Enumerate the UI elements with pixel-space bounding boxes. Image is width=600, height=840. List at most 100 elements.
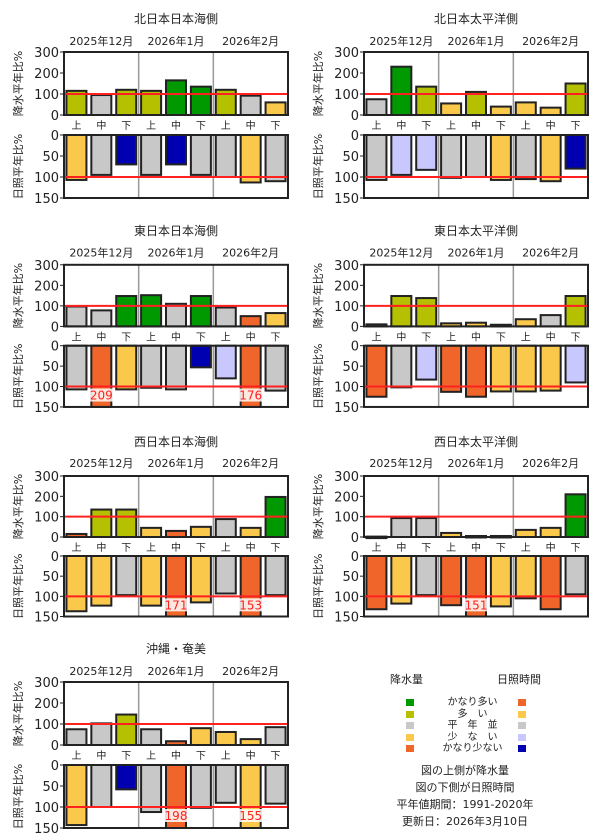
y-tick-label: 100 <box>34 718 59 733</box>
y-tick-label: 0 <box>351 109 359 124</box>
precip-bar <box>214 518 237 538</box>
dekad-label: 上 <box>146 750 156 762</box>
precip-bar <box>514 101 537 117</box>
sun-bar <box>189 344 212 369</box>
dekad-label: 下 <box>196 332 206 343</box>
y-axis-title: 日照平年比% <box>311 344 325 409</box>
region-panel: 西日本太平洋側 2025年12月 2026年1月 2026年2月 0 100 200 300 降… <box>300 420 600 630</box>
precip-bar <box>539 526 562 538</box>
precip-bar <box>214 730 237 747</box>
sun-bar <box>140 555 163 607</box>
dekad-label: 中 <box>171 749 181 762</box>
y-tick-label: 50 <box>42 780 59 795</box>
sun-plot: 0 50 100 150 日照平年比% <box>311 129 589 207</box>
dekad-label: 下 <box>496 332 506 343</box>
precip-bar <box>65 728 88 746</box>
y-tick-label: 50 <box>42 150 59 165</box>
sun-plot: 0 50 100 150 日照平年比% 198 155 <box>11 759 289 837</box>
dekad-label: 中 <box>96 330 106 343</box>
precip-bar <box>165 79 187 116</box>
overflow-value-label: 153 <box>239 598 262 612</box>
region-panel: 西日本日本海側 2025年12月 2026年1月 2026年2月 0 100 200 300 降… <box>0 420 300 630</box>
precip-bar <box>90 309 113 328</box>
precip-bar <box>90 94 113 117</box>
precip-bar <box>489 105 512 116</box>
dekad-label: 下 <box>121 751 131 762</box>
dekad-label: 下 <box>496 121 506 132</box>
dekad-label: 下 <box>421 543 431 554</box>
dekad-label: 下 <box>196 751 206 762</box>
precip-bar <box>564 295 587 328</box>
dekad-label: 中 <box>171 330 181 343</box>
precip-bar <box>564 493 587 539</box>
legend-note: 図の上側が降水量 <box>421 764 509 777</box>
plot-frame <box>63 475 289 538</box>
y-axis-title: 降水平年比% <box>311 474 325 539</box>
y-tick-label: 150 <box>34 401 59 416</box>
sun-bar <box>90 555 113 607</box>
overflow-label-bg <box>238 809 263 822</box>
legend-row: 多 い <box>370 709 600 720</box>
month-label: 2026年1月 <box>448 245 505 259</box>
month-label: 2026年2月 <box>222 245 279 259</box>
region-panel: 沖縄・奄美 2025年12月 2026年1月 2026年2月 0 100 200 300 降水平… <box>0 630 300 840</box>
dekad-label: 下 <box>121 332 131 343</box>
y-tick-label: 100 <box>334 511 359 526</box>
y-tick-label: 150 <box>34 192 59 207</box>
y-tick-label: 150 <box>334 611 359 626</box>
precip-swatch <box>406 710 414 718</box>
plot-frame <box>63 764 289 829</box>
precip-bar <box>514 318 537 328</box>
y-tick-label: 0 <box>351 129 359 144</box>
sun-bar <box>489 134 512 181</box>
precip-bar <box>264 312 287 328</box>
month-label: 2025年12月 <box>369 245 433 259</box>
y-axis-title: 日照平年比% <box>11 554 25 619</box>
precip-bar <box>365 98 388 116</box>
precip-bar <box>264 101 287 117</box>
y-tick-label: 50 <box>42 360 59 375</box>
overflow-label-bg <box>238 388 263 402</box>
sun-bar <box>65 344 88 391</box>
y-axis-title: 降水平年比% <box>311 263 325 328</box>
month-label: 2026年1月 <box>148 34 205 48</box>
precip-bar <box>390 65 413 116</box>
precip-bar <box>239 94 262 116</box>
y-tick-label: 100 <box>34 300 59 315</box>
precip-bar <box>140 728 163 746</box>
chart-title: 西日本日本海側 <box>134 434 218 449</box>
sun-plot: 0 50 100 150 日照平年比% <box>311 340 589 416</box>
y-axis-title: 降水平年比% <box>11 263 25 328</box>
month-label: 2026年1月 <box>148 456 205 470</box>
y-tick-label: 300 <box>334 259 359 274</box>
dekad-label: 上 <box>146 120 156 132</box>
region-panel: 北日本太平洋側 2025年12月 2026年1月 2026年2月 0 100 200 300 降… <box>300 0 600 210</box>
sun-bar <box>140 344 163 389</box>
y-tick-label: 100 <box>334 88 359 103</box>
legend-row: 少 な い <box>370 732 600 743</box>
precip-swatch <box>406 745 414 752</box>
plot-frame <box>63 51 289 116</box>
dekad-label: 下 <box>121 543 131 554</box>
y-tick-label: 100 <box>34 511 59 526</box>
precip-bar <box>65 305 88 328</box>
legend-label: 平 年 並 <box>447 720 498 731</box>
precip-bar <box>115 295 138 328</box>
plot-frame <box>63 555 289 618</box>
overflow-value-label: 171 <box>165 598 188 612</box>
dekad-label: 上 <box>371 120 381 132</box>
precip-swatch <box>406 733 414 741</box>
y-tick-label: 100 <box>34 801 59 816</box>
sun-swatch <box>518 722 526 729</box>
sun-plot: 0 50 100 150 日照平年比% 171 153 <box>11 550 289 626</box>
precip-bar <box>415 517 438 538</box>
y-tick-label: 0 <box>351 340 359 355</box>
month-label: 2026年1月 <box>148 245 205 259</box>
sun-bar <box>189 764 212 809</box>
sun-plot: 0 50 100 150 日照平年比% <box>11 129 289 207</box>
dekad-label: 中 <box>396 119 406 132</box>
sun-bar <box>115 344 138 391</box>
